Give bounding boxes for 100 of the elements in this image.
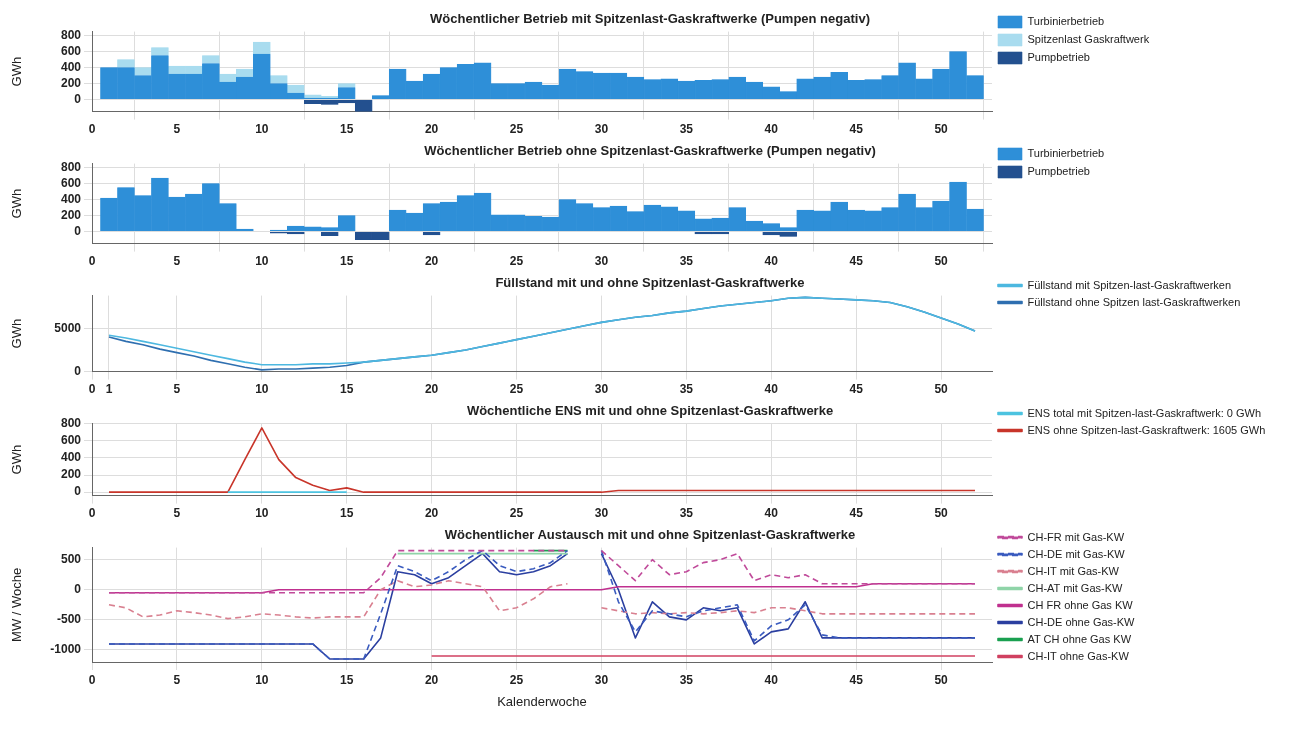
x-tick-label: 30 — [594, 672, 609, 687]
chart-title: Füllstand mit und ohne Spitzenlast-Gaskraftwerke — [495, 275, 805, 291]
legend-label: Turbinierbetrieb — [1027, 15, 1105, 28]
y-tick-label: 600 — [60, 43, 82, 58]
chart-title: Wöchentlicher Betrieb mit Spitzenlast-Gaskraftwerke (Pumpen negativ) — [430, 11, 870, 27]
x-tick-label: 20 — [424, 506, 439, 521]
x-tick-label: 30 — [594, 122, 609, 137]
y-tick-label: -1000 — [50, 642, 82, 657]
x-tick-label: 35 — [679, 382, 694, 397]
chart-title: Wöchentliche ENS mit und ohne Spitzenlast-Gaskraftwerke — [466, 403, 834, 419]
x-tick-label: 50 — [934, 672, 949, 687]
x-tick-label: 35 — [679, 506, 694, 521]
x-tick-label: 45 — [849, 254, 864, 269]
x-tick-label: 10 — [255, 382, 269, 397]
y-tick-label: 800 — [60, 27, 82, 42]
x-tick-label: 20 — [424, 122, 439, 137]
y-tick-label: 0 — [74, 484, 82, 499]
legend-label: Turbinierbetrieb — [1027, 147, 1105, 160]
x-tick-label: 10 — [255, 122, 269, 137]
chart-title: Wöchentlicher Betrieb ohne Spitzenlast-Gaskraftwerke (Pumpen negativ) — [424, 143, 876, 159]
x-tick-label: 0 — [88, 506, 96, 521]
legend-label: CH-FR mit Gas-KW — [1027, 530, 1125, 543]
y-tick-label: 400 — [60, 191, 82, 206]
x-tick-label: 0 — [88, 382, 96, 397]
x-tick-label: 45 — [849, 672, 864, 687]
x-tick-label: 25 — [509, 382, 524, 397]
x-tick-label: 35 — [679, 122, 694, 137]
legend-label: Füllstand ohne Spitzen last-Gaskraftwerken — [1027, 295, 1241, 308]
x-tick-label: 40 — [764, 254, 779, 269]
x-tick-label: 45 — [849, 122, 864, 137]
y-tick-label: 5000 — [54, 320, 82, 335]
legend-label: Pumpbetrieb — [1027, 165, 1090, 178]
x-tick-label: 0 — [88, 122, 96, 137]
y-tick-label: 0 — [74, 582, 82, 597]
y-tick-label: 400 — [60, 450, 82, 465]
legend-label: Pumpbetrieb — [1027, 51, 1090, 64]
x-tick-label: 5 — [173, 672, 181, 687]
x-tick-label: 40 — [764, 506, 779, 521]
x-tick-label: 15 — [340, 672, 354, 687]
x-tick-label: 25 — [509, 506, 524, 521]
y-tick-label: -500 — [56, 612, 82, 627]
y-tick-label: 0 — [74, 363, 82, 378]
x-tick-label: 30 — [594, 382, 609, 397]
x-tick-label: 0 — [88, 254, 96, 269]
legend-label: CH-DE mit Gas-KW — [1027, 547, 1126, 560]
y-tick-label: 200 — [60, 467, 82, 482]
x-tick-label: 50 — [934, 382, 949, 397]
x-tick-label: 35 — [679, 254, 694, 269]
x-tick-label: 30 — [594, 506, 609, 521]
chart-title: Wöchentlicher Austausch mit und ohne Spitzenlast-Gaskraftwerke — [444, 527, 856, 543]
legend-label: AT CH ohne Gas KW — [1027, 632, 1132, 645]
x-tick-label: 40 — [764, 122, 779, 137]
x-tick-label: 20 — [424, 254, 439, 269]
y-tick-label: 400 — [60, 59, 82, 74]
legend-label: Spitzenlast Gaskraftwerk — [1027, 33, 1150, 46]
x-tick-label: 15 — [340, 254, 354, 269]
x-axis-title: Kalenderwoche — [497, 693, 587, 709]
x-tick-label: 15 — [340, 382, 354, 397]
x-tick-label: 40 — [764, 382, 779, 397]
x-tick-label: 10 — [255, 254, 269, 269]
y-axis-title: GWh — [9, 444, 25, 475]
y-axis-title: GWh — [9, 56, 25, 87]
legend-label: Füllstand mit Spitzen-last-Gaskraftwerken — [1027, 278, 1232, 291]
x-tick-label: 50 — [934, 122, 949, 137]
x-tick-label: 40 — [764, 672, 779, 687]
legend-label: CH FR ohne Gas KW — [1027, 598, 1134, 611]
x-tick-label: 35 — [679, 672, 694, 687]
y-tick-label: 200 — [60, 75, 82, 90]
legend-label: ENS total mit Spitzen-last-Gaskraftwerk: 0 GWh — [1027, 406, 1262, 419]
legend-label: CH-IT mit Gas-KW — [1027, 564, 1120, 577]
x-tick-label: 1 — [105, 382, 113, 397]
x-tick-label: 20 — [424, 382, 439, 397]
y-axis-title: GWh — [9, 318, 25, 349]
x-tick-label: 0 — [88, 672, 96, 687]
y-tick-label: 0 — [74, 223, 82, 238]
x-tick-label: 5 — [173, 382, 181, 397]
legend-label: CH-IT ohne Gas-KW — [1027, 649, 1130, 662]
x-tick-label: 20 — [424, 672, 439, 687]
y-axis-title: MW / Woche — [9, 567, 25, 642]
y-tick-label: 0 — [74, 91, 82, 106]
x-tick-label: 30 — [594, 254, 609, 269]
x-tick-label: 50 — [934, 254, 949, 269]
y-tick-label: 600 — [60, 433, 82, 448]
y-tick-label: 500 — [60, 551, 82, 566]
x-tick-label: 15 — [340, 506, 354, 521]
x-tick-label: 10 — [255, 672, 269, 687]
y-tick-label: 800 — [60, 415, 82, 430]
x-tick-label: 10 — [255, 506, 269, 521]
x-tick-label: 50 — [934, 506, 949, 521]
x-tick-label: 45 — [849, 382, 864, 397]
x-tick-label: 25 — [509, 672, 524, 687]
legend-label: CH-AT mit Gas-KW — [1027, 581, 1124, 594]
x-tick-label: 25 — [509, 122, 524, 137]
x-tick-label: 25 — [509, 254, 524, 269]
x-tick-label: 15 — [340, 122, 354, 137]
y-axis-title: GWh — [9, 188, 25, 219]
y-tick-label: 200 — [60, 207, 82, 222]
y-tick-label: 600 — [60, 175, 82, 190]
x-tick-label: 5 — [173, 506, 181, 521]
legend-label: ENS ohne Spitzen-last-Gaskraftwerk: 1605 GWh — [1027, 423, 1266, 436]
